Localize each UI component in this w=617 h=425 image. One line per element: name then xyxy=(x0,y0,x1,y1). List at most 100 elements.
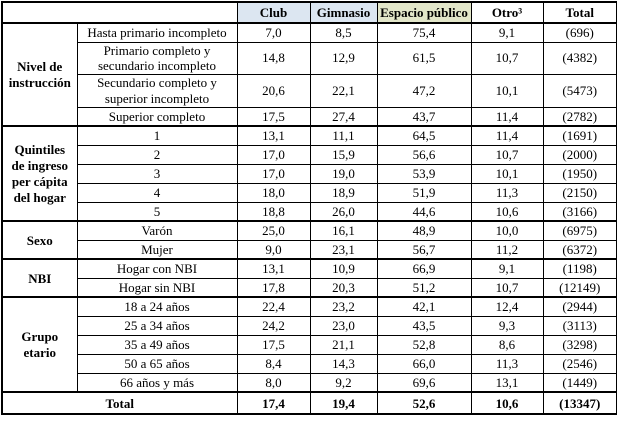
value-cell: 51,2 xyxy=(376,277,472,298)
total-value-cell: 17,4 xyxy=(236,391,311,415)
value-cell: 17,5 xyxy=(236,334,311,355)
value-cell: 13,1 xyxy=(470,372,544,393)
value-cell: 52,8 xyxy=(376,334,472,355)
value-cell: 8,6 xyxy=(470,334,544,355)
value-cell: 12,9 xyxy=(309,41,378,76)
value-cell: 27,4 xyxy=(309,106,378,127)
value-cell: (5473) xyxy=(542,74,617,108)
column-header-club: Club xyxy=(236,1,311,24)
table-row: 4 18,0 18,9 51,9 11,3 (2150) xyxy=(2,182,617,203)
table-row: Sexo Varón 25,0 16,1 48,9 10,0 (6975) xyxy=(1,220,617,260)
value-cell: (1198) xyxy=(542,258,617,279)
value-cell: 9,1 xyxy=(470,22,544,43)
value-cell: (6372) xyxy=(542,239,617,260)
value-cell: 61,5 xyxy=(376,41,472,76)
value-cell: 56,7 xyxy=(376,239,472,260)
value-cell: (6975) xyxy=(542,220,617,241)
column-header-espacio-publico: Espacio público xyxy=(376,1,472,24)
row-label: Secundario completo y superior incomplet… xyxy=(76,74,238,108)
value-cell: (2150) xyxy=(542,182,617,203)
row-label: Varón xyxy=(76,220,238,241)
row-label: 2 xyxy=(76,144,238,165)
value-cell: 14,8 xyxy=(236,41,311,76)
value-cell: 42,1 xyxy=(376,296,472,317)
table-row: 5 18,8 26,0 44,6 10,6 (3166) xyxy=(2,201,617,222)
value-cell: 53,9 xyxy=(376,163,472,184)
value-cell: (2000) xyxy=(542,144,617,165)
value-cell: 44,6 xyxy=(376,201,472,222)
value-cell: 11,4 xyxy=(470,125,544,146)
statistics-table: Club Gimnasio Espacio público Otro³ Tota… xyxy=(1,1,617,416)
table-row: 3 17,0 19,0 53,9 10,1 (1950) xyxy=(2,163,617,184)
table-row: Nivel de instrucción Hasta primario incom… xyxy=(1,21,617,127)
value-cell: 22,4 xyxy=(236,296,311,317)
corner-cell xyxy=(1,1,238,24)
value-cell: 17,0 xyxy=(236,163,311,184)
value-cell: (1950) xyxy=(542,163,617,184)
value-cell: 10,1 xyxy=(470,74,544,108)
value-cell: 66,9 xyxy=(376,258,472,279)
value-cell: 64,5 xyxy=(376,125,472,146)
value-cell: 43,7 xyxy=(376,106,472,127)
value-cell: 56,6 xyxy=(376,144,472,165)
value-cell: 18,8 xyxy=(236,201,311,222)
group-label-quintiles-de-ingreso-per-capita-del-hogar: Quintiles de ingreso per cápita del hoga… xyxy=(1,125,78,222)
row-label: 25 a 34 años xyxy=(76,315,238,336)
value-cell: 47,2 xyxy=(376,74,472,108)
value-cell: (696) xyxy=(542,22,617,43)
value-cell: 43,5 xyxy=(376,315,472,336)
value-cell: 8,4 xyxy=(236,353,311,374)
column-header-gimnasio: Gimnasio xyxy=(309,1,378,24)
value-cell: 10,1 xyxy=(470,163,544,184)
value-cell: 10,0 xyxy=(470,220,544,241)
value-cell: 23,0 xyxy=(309,315,378,336)
table-row: Grupo etario 18 a 24 años 22,4 23,2 42,1 12,4… xyxy=(1,296,617,393)
value-cell: 10,7 xyxy=(470,277,544,298)
group-label-nbi: NBI xyxy=(1,258,78,298)
row-label: Primario completo y secundario incomplet… xyxy=(76,41,238,76)
value-cell: 51,9 xyxy=(376,182,472,203)
value-cell: (1691) xyxy=(542,125,617,146)
row-label: Hogar sin NBI xyxy=(76,277,238,298)
row-label: Mujer xyxy=(76,239,238,260)
value-cell: 17,0 xyxy=(236,144,311,165)
value-cell: (12149) xyxy=(542,277,617,298)
value-cell: 13,1 xyxy=(236,258,311,279)
table-row: 66 años y más 8,0 9,2 69,6 13,1 (1449) xyxy=(2,372,617,393)
table-row: Superior completo 17,5 27,4 43,7 11,4 (2782) xyxy=(2,106,617,127)
value-cell: 9,0 xyxy=(236,239,311,260)
value-cell: 10,7 xyxy=(470,41,544,76)
total-value-cell: 19,4 xyxy=(309,391,378,415)
value-cell: 23,1 xyxy=(309,239,378,260)
value-cell: 9,3 xyxy=(470,315,544,336)
value-cell: 11,1 xyxy=(309,125,378,146)
value-cell: 11,2 xyxy=(470,239,544,260)
row-label: Superior completo xyxy=(76,106,238,127)
value-cell: (3113) xyxy=(542,315,617,336)
value-cell: 20,6 xyxy=(236,74,311,108)
value-cell: 9,2 xyxy=(309,372,378,393)
row-label: 3 xyxy=(76,163,238,184)
column-header-total: Total xyxy=(542,1,617,24)
value-cell: 17,8 xyxy=(236,277,311,298)
table-row: 35 a 49 años 17,5 21,1 52,8 8,6 (3298) xyxy=(2,334,617,355)
row-label: 50 a 65 años xyxy=(76,353,238,374)
table-row: Primario completo y secundario incomplet… xyxy=(2,41,617,76)
value-cell: 24,2 xyxy=(236,315,311,336)
row-label: Hogar con NBI xyxy=(76,258,238,279)
value-cell: 10,6 xyxy=(470,201,544,222)
value-cell: 23,2 xyxy=(309,296,378,317)
row-label: 1 xyxy=(76,125,238,146)
value-cell: 25,0 xyxy=(236,220,311,241)
group-label-sexo: Sexo xyxy=(1,220,78,260)
value-cell: 11,3 xyxy=(470,353,544,374)
value-cell: 19,0 xyxy=(309,163,378,184)
total-value-cell: 52,6 xyxy=(376,391,472,415)
row-label: 35 a 49 años xyxy=(76,334,238,355)
table-row: 50 a 65 años 8,4 14,3 66,0 11,3 (2546) xyxy=(2,353,617,374)
table-row: Quintiles de ingreso per cápita del hoga… xyxy=(1,125,617,222)
value-cell: 11,4 xyxy=(470,106,544,127)
value-cell: 10,7 xyxy=(470,144,544,165)
value-cell: 17,5 xyxy=(236,106,311,127)
